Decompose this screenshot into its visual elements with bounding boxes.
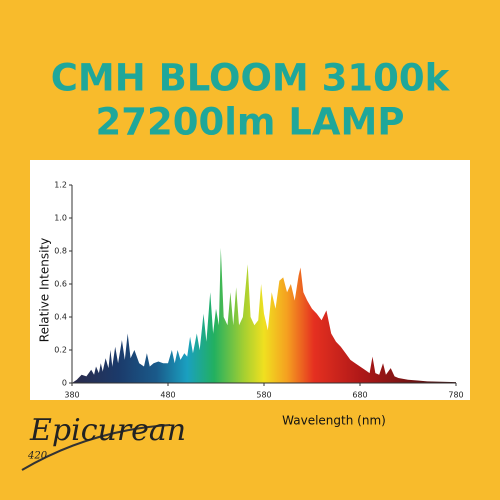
x-tick-label: 380 — [64, 391, 79, 400]
x-tick-label: 780 — [448, 391, 463, 400]
logo: Epicurean 420 — [21, 413, 186, 471]
plot: 0 0.2 0.4 0.6 0.8 1.0 1.2 380 480 580 680 780 — [54, 181, 463, 400]
y-tick-label: 0.8 — [54, 247, 67, 256]
x-tick-label: 480 — [160, 391, 175, 400]
x-tick-label: 680 — [352, 391, 367, 400]
y-tick-label: 0.2 — [54, 346, 67, 355]
logo-swoosh — [21, 424, 171, 471]
y-axis-label: Relative Intensity — [38, 238, 52, 342]
x-tick-label: 580 — [256, 391, 271, 400]
title: CMH BLOOM 3100k — [51, 57, 451, 100]
subtitle: 27200lm LAMP — [96, 101, 405, 144]
logo-name: Epicurean — [29, 413, 186, 448]
y-tick-label: 1.0 — [54, 214, 67, 223]
x-axis-label: Wavelength (nm) — [282, 414, 386, 428]
logo-badge: 420 — [27, 451, 48, 462]
y-tick-label: 0 — [62, 379, 67, 388]
y-tick-label: 0.4 — [54, 313, 67, 322]
y-tick-label: 0.6 — [54, 280, 67, 289]
y-tick-label: 1.2 — [54, 181, 67, 190]
spectrum-area — [72, 247, 456, 383]
